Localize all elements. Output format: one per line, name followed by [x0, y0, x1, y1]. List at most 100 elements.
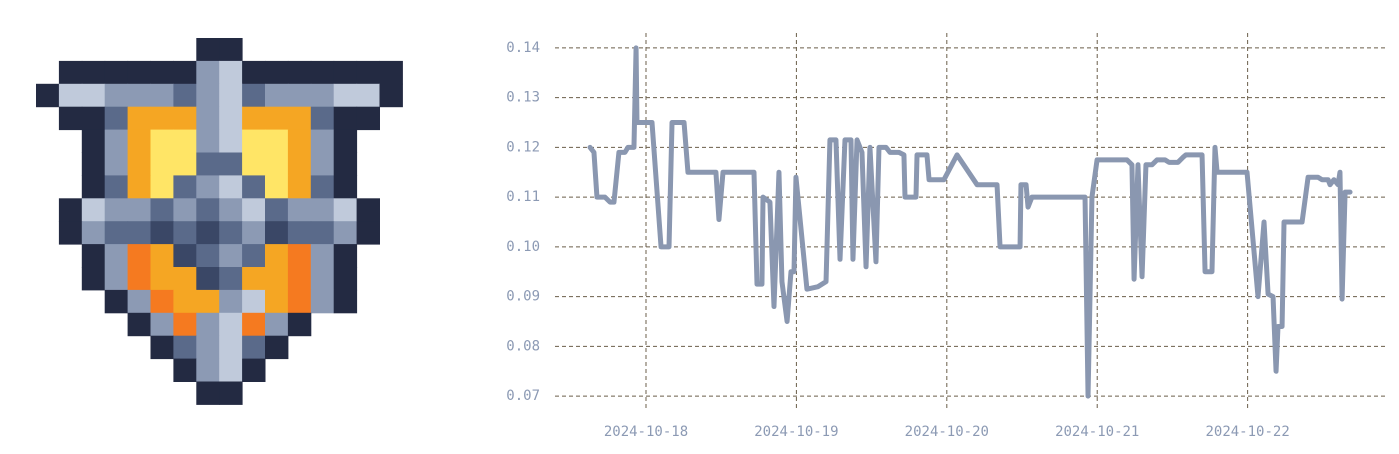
shield-pixel [81, 198, 106, 222]
shield-pixel [81, 221, 106, 245]
shield-pixel [127, 175, 151, 199]
shield-pixel [265, 106, 289, 131]
shield-pixel [104, 175, 129, 199]
shield-pixel [219, 335, 243, 360]
shield-pixel [127, 221, 151, 245]
shield-pixel [127, 289, 151, 314]
shield-pixel [196, 267, 220, 291]
plot [587, 45, 1353, 399]
shield-pixel [196, 289, 220, 314]
shield-pixel [310, 83, 335, 108]
x-tick-label: 2024-10-19 [754, 424, 838, 440]
shield-pixel [219, 129, 243, 153]
shield-pixel [127, 129, 151, 153]
y-tick-label: 0.11 [506, 189, 540, 205]
shield-pixel [196, 175, 220, 199]
shield-pixel [287, 267, 312, 291]
shield-pixel [196, 221, 220, 245]
shield-pixel [58, 221, 83, 245]
shield-pixel [333, 267, 358, 291]
shield-pixel [173, 152, 197, 176]
shield-pixel [242, 312, 266, 337]
shield-pixel [36, 83, 60, 108]
shield-pixel [173, 60, 197, 85]
shield-pixel [104, 83, 129, 108]
shield-pixel [356, 106, 380, 131]
shield-pixel [173, 175, 197, 199]
shield-pixel [196, 198, 220, 222]
shield-pixel [173, 221, 197, 245]
grid: 0.07 0.08 0.09 0.10 0.11 0.12 0.13 0.14 2024-10-… [506, 33, 1388, 440]
shield-pixel [150, 152, 174, 176]
shield-pixel [104, 267, 129, 291]
shield-pixel [81, 129, 106, 153]
shield-pixel [173, 83, 197, 108]
shield-pixel [333, 175, 358, 199]
shield-pixel [310, 106, 335, 131]
shield-pixel [242, 221, 266, 245]
shield-pixel [333, 221, 358, 245]
shield-pixel [356, 83, 380, 108]
shield-pixel [265, 175, 289, 199]
shield-pixel [242, 175, 266, 199]
shield-icon [36, 38, 403, 405]
x-tick-label: 2024-10-18 [604, 424, 688, 440]
shield-pixel [81, 267, 106, 291]
y-tick-label: 0.10 [506, 239, 540, 255]
shield-pixel [310, 152, 335, 176]
shield-pixel [127, 267, 151, 291]
shield-pixel [127, 152, 151, 176]
shield-pixel [310, 267, 335, 291]
shield-pixel [242, 152, 266, 176]
shield-pixel [58, 60, 83, 85]
shield-pixel [196, 106, 220, 131]
shield-pixel [104, 221, 129, 245]
shield-pixel [219, 38, 243, 62]
shield-pixel [219, 60, 243, 85]
shield-pixel [242, 244, 266, 268]
shield-pixel [265, 289, 289, 314]
shield-pixel [333, 106, 358, 131]
shield-pixel [81, 60, 106, 85]
shield-pixel [287, 198, 312, 222]
shield-pixel [150, 312, 174, 337]
shield-pixel [333, 83, 358, 108]
shield-pixel [127, 198, 151, 222]
shield-pixel [150, 60, 174, 85]
shield-pixel [81, 175, 106, 199]
shield-pixel [242, 267, 266, 291]
shield-pixel [173, 106, 197, 131]
shield-pixel [287, 175, 312, 199]
shield-pixel [287, 244, 312, 268]
shield-pixel [196, 60, 220, 85]
shield-pixel [196, 129, 220, 153]
shield-pixel [287, 312, 312, 337]
shield-pixel [265, 267, 289, 291]
shield-pixel [150, 335, 174, 360]
shield-pixel [173, 312, 197, 337]
shield-pixel [242, 106, 266, 131]
shield-pixel [219, 267, 243, 291]
shield-pixel [173, 289, 197, 314]
shield-pixel [310, 129, 335, 153]
shield-pixel [150, 244, 174, 268]
shield-pixel [104, 289, 129, 314]
shield-pixel [379, 60, 403, 85]
x-tick-label: 2024-10-21 [1055, 424, 1139, 440]
shield-pixel [196, 312, 220, 337]
y-tick-label: 0.07 [506, 388, 540, 404]
shield-pixel [242, 335, 266, 360]
shield-pixel [310, 289, 335, 314]
shield-pixel [287, 221, 312, 245]
shield-pixel [219, 152, 243, 176]
shield-pixel [104, 60, 129, 85]
shield-pixel [265, 83, 289, 108]
shield-pixel [127, 60, 151, 85]
shield-pixel [333, 289, 358, 314]
shield-pixel [173, 267, 197, 291]
shield-pixel [265, 129, 289, 153]
shield-pixel [81, 83, 106, 108]
y-tick-label: 0.14 [506, 40, 540, 56]
